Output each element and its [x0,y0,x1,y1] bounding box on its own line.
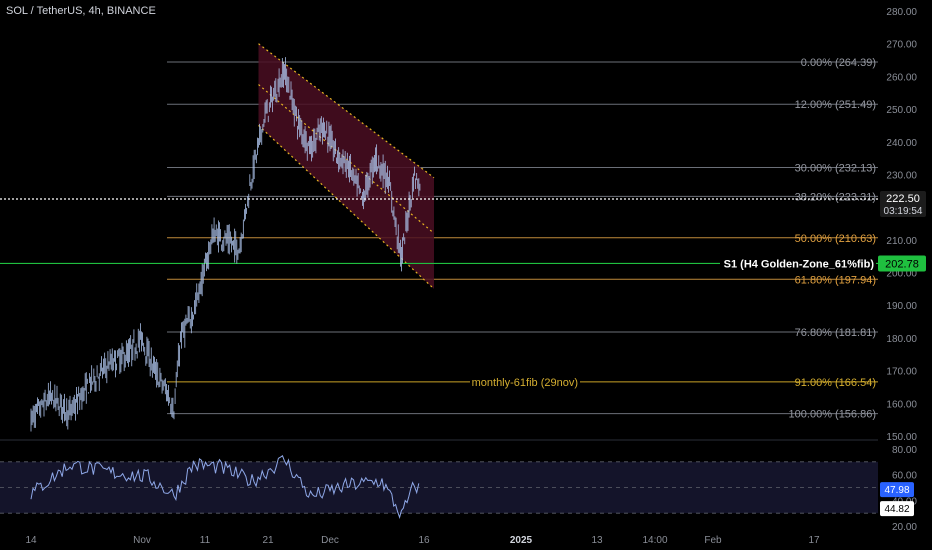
price-axis-tick: 210.00 [886,236,917,247]
price-axis-tick: 180.00 [886,334,917,345]
rsi-badge-secondary [880,501,914,517]
time-axis-tick: 14:00 [642,535,667,546]
support-price-value: 202.78 [885,258,919,270]
fib-level-label: 0.00% (264.39) [801,57,876,69]
candle-series [30,57,421,432]
time-axis-tick: 13 [591,535,603,546]
fib-level-label: 100.00% (156.86) [789,409,876,421]
rsi-axis-tick: 20.00 [892,522,917,533]
annotation-support: S1 (H4 Golden-Zone_61%fib) [724,258,875,270]
price-axis-tick: 150.00 [886,432,917,443]
price-axis-tick: 260.00 [886,72,917,83]
annotation-monthly-fib: monthly-61fib (29nov) [472,377,578,389]
price-axis-tick: 160.00 [886,399,917,410]
current-price-badge [880,190,926,217]
price-countdown: 03:19:54 [884,206,923,217]
time-axis-tick: 2025 [510,535,533,546]
annotation-bg [720,255,876,272]
time-axis-tick: 14 [25,535,37,546]
annotation-bg [470,374,580,389]
fib-level-label: 91.00% (166.54) [795,377,876,389]
fib-level-label: 76.80% (181.81) [795,327,876,339]
price-axis-tick: 270.00 [886,40,917,51]
rsi-line [30,455,420,519]
fib-level-label: 38.20% (223.31) [795,191,876,203]
fib-level-label: 12.00% (251.49) [795,99,876,111]
current-price-value: 222.50 [886,193,920,205]
rsi-axis-tick: 80.00 [892,445,917,456]
channel-line [258,43,435,179]
rsi-axis-tick: 60.00 [892,471,917,482]
time-axis-tick: 11 [200,535,211,546]
time-axis-tick: 21 [262,535,274,546]
fib-level-label: 50.00% (210.63) [795,233,876,245]
time-axis-tick: 16 [418,535,430,546]
time-axis-tick: Feb [704,535,722,546]
fib-level-label: 61.80% (197.94) [795,274,876,286]
price-axis-tick: 170.00 [886,367,917,378]
price-axis-tick: 240.00 [886,138,917,149]
price-axis-tick: 250.00 [886,105,917,116]
price-axis-tick: 280.00 [886,7,917,18]
time-axis-tick: Dec [321,535,339,546]
fib-level-label: 30.00% (232.13) [795,162,876,174]
rsi-value-secondary: 44.82 [884,504,909,515]
price-axis-tick: 230.00 [886,170,917,181]
time-axis-tick: 17 [808,535,820,546]
time-axis-tick: Nov [133,535,151,546]
support-price-badge [878,255,926,272]
rsi-badge-primary [880,482,914,498]
price-axis-tick: 200.00 [886,269,917,280]
channel-midline [258,84,435,234]
price-axis-tick: 190.00 [886,301,917,312]
rsi-value-primary: 47.98 [884,485,909,496]
chart-title: SOL / TetherUS, 4h, BINANCE [6,5,156,17]
